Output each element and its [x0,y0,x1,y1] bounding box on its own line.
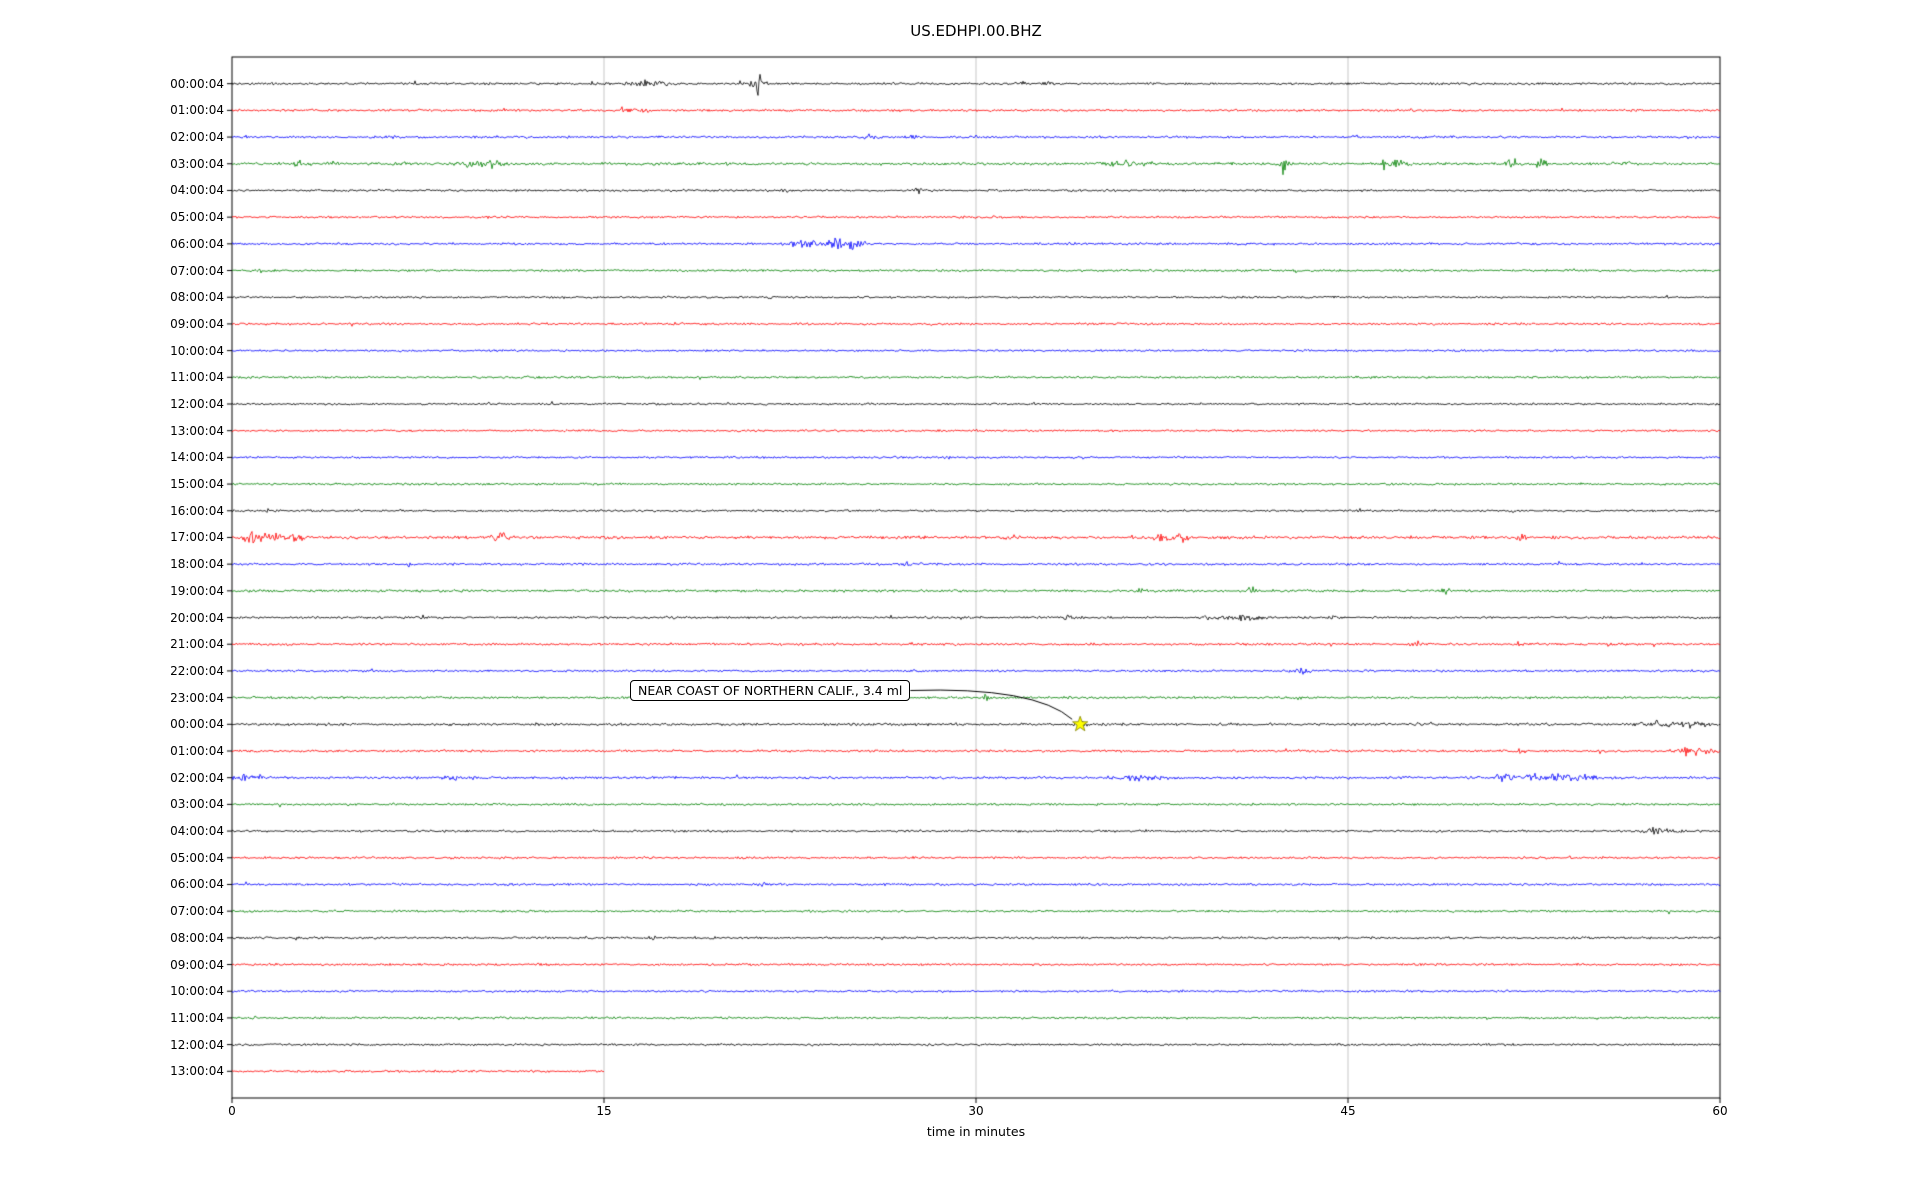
y-tick-label: 10:00:04 [170,343,224,358]
x-tick-label: 0 [228,1104,236,1118]
y-tick-label: 01:00:04 [170,744,224,758]
y-tick-label: 18:00:04 [170,557,224,572]
y-tick-label: 12:00:04 [170,1037,224,1052]
y-tick-label: 16:00:04 [170,503,224,518]
y-tick-label: 10:00:04 [170,984,224,999]
y-tick-label: 00:00:04 [170,76,224,91]
y-tick-label: 14:00:04 [170,450,224,465]
y-tick-label: 00:00:04 [170,717,224,732]
y-tick-label: 06:00:04 [170,877,224,892]
x-tick-label: 15 [596,1104,612,1118]
y-tick-label: 07:00:04 [170,904,224,919]
x-tick-label: 30 [968,1104,984,1118]
y-tick-label: 01:00:04 [170,103,224,118]
y-tick-label: 02:00:04 [170,770,224,785]
y-tick-label: 08:00:04 [170,290,224,305]
y-tick-label: 13:00:04 [170,1064,224,1079]
y-tick-label: 20:00:04 [170,610,224,625]
y-tick-label: 06:00:04 [170,236,224,251]
y-tick-label: 12:00:04 [170,397,224,411]
y-tick-label: 22:00:04 [170,663,224,678]
y-tick-label: 03:00:04 [170,156,224,171]
y-tick-label: 09:00:04 [170,957,224,972]
y-tick-label: 07:00:04 [170,263,224,278]
y-tick-label: 05:00:04 [170,850,224,865]
y-tick-label: 02:00:04 [170,130,224,145]
y-tick-label: 21:00:04 [170,637,224,652]
y-tick-label: 04:00:04 [170,183,224,198]
y-tick-label: 03:00:04 [170,797,224,812]
y-tick-label: 15:00:04 [170,477,224,492]
y-tick-label: 11:00:04 [170,370,224,385]
y-tick-label: 23:00:04 [170,690,224,705]
x-tick-label: 60 [1712,1104,1728,1118]
y-tick-label: 05:00:04 [170,210,224,225]
event-annotation-label: NEAR COAST OF NORTHERN CALIF., 3.4 ml [630,680,911,701]
chart-title: US.EDHPI.00.BHZ [910,22,1042,40]
y-tick-label: 17:00:04 [170,530,224,545]
y-tick-label: 19:00:04 [170,583,224,598]
y-tick-label: 11:00:04 [170,1010,224,1025]
y-tick-label: 08:00:04 [170,930,224,945]
x-axis-title: time in minutes [926,1124,1026,1139]
y-tick-label: 09:00:04 [170,316,224,331]
x-tick-label: 45 [1340,1104,1356,1118]
y-tick-label: 13:00:04 [170,423,224,438]
y-tick-label: 04:00:04 [170,824,224,839]
